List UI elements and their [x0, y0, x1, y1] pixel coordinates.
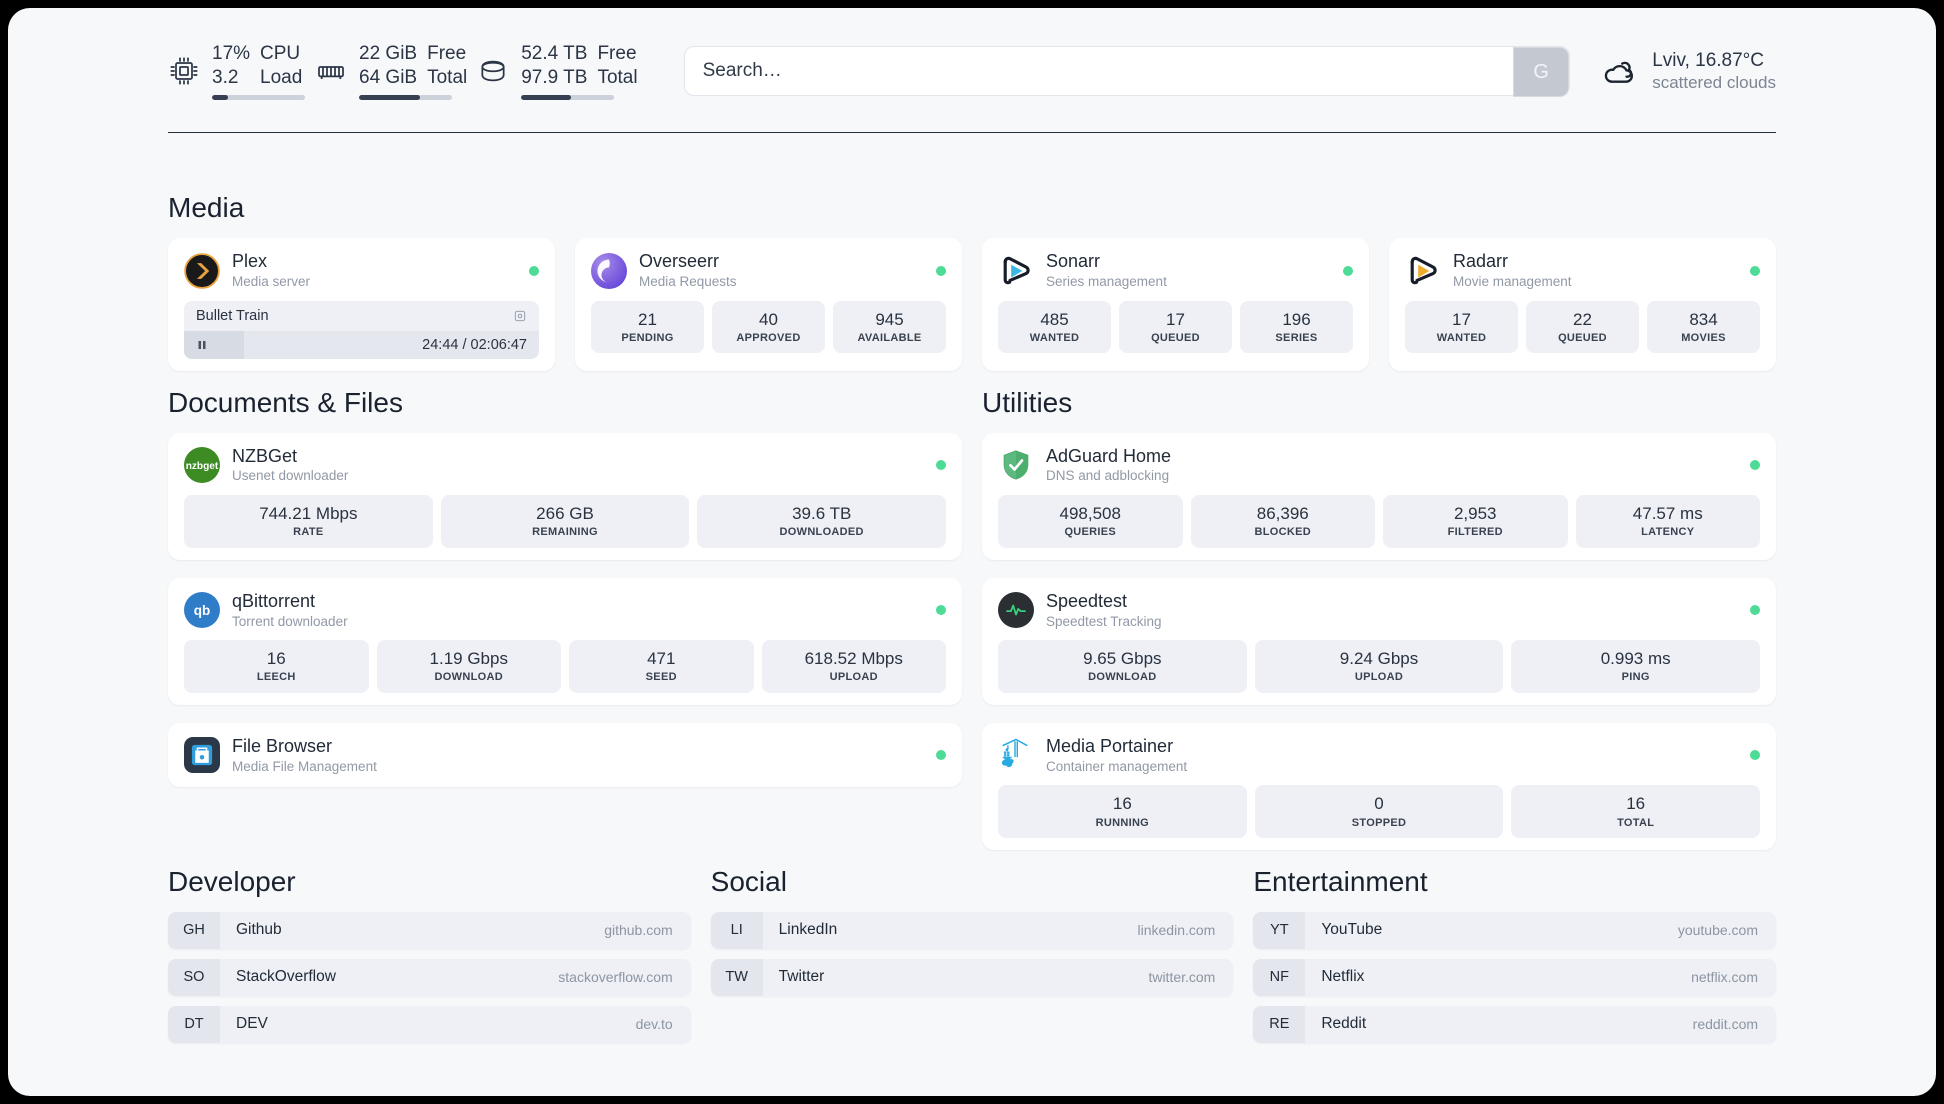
svg-text:nzbget: nzbget: [186, 461, 219, 472]
svg-text:qb: qb: [194, 603, 211, 618]
